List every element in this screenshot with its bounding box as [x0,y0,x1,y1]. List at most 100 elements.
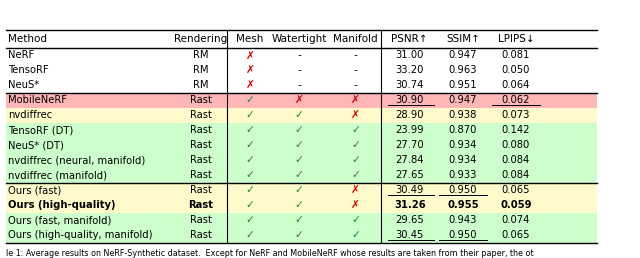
Text: ✓: ✓ [245,155,254,165]
Text: 0.050: 0.050 [502,65,530,75]
Text: Ours (high-quality, manifold): Ours (high-quality, manifold) [8,230,153,240]
Text: ✓: ✓ [245,185,254,195]
Text: SSIM↑: SSIM↑ [446,34,480,44]
Text: Manifold: Manifold [333,34,378,44]
Text: 0.080: 0.080 [502,140,530,150]
Text: nvdiffrec: nvdiffrec [8,110,52,120]
FancyBboxPatch shape [6,183,597,198]
Text: -: - [353,80,357,90]
Text: 0.059: 0.059 [500,200,532,210]
Text: NeuS*: NeuS* [8,80,40,90]
Text: ✗: ✗ [351,95,360,105]
Text: 27.84: 27.84 [396,155,424,165]
Text: 0.950: 0.950 [449,185,477,195]
Text: nvdiffrec (manifold): nvdiffrec (manifold) [8,170,108,180]
Text: ✓: ✓ [294,110,303,120]
Text: 0.950: 0.950 [449,230,477,240]
Text: ✓: ✓ [351,155,360,165]
Text: 0.870: 0.870 [449,125,477,135]
Text: 29.65: 29.65 [396,215,424,225]
Text: ✓: ✓ [245,230,254,240]
Text: ✓: ✓ [294,155,303,165]
Text: 23.99: 23.99 [396,125,424,135]
Text: Ours (fast, manifold): Ours (fast, manifold) [8,215,112,225]
FancyBboxPatch shape [6,93,597,108]
Text: ✓: ✓ [245,95,254,105]
Text: RM: RM [193,65,209,75]
Text: 31.26: 31.26 [394,200,426,210]
Text: TensoRF: TensoRF [8,65,49,75]
Text: -: - [297,80,301,90]
Text: MobileNeRF: MobileNeRF [8,95,67,105]
Text: Rast: Rast [189,155,212,165]
Text: 30.49: 30.49 [396,185,424,195]
Text: NeRF: NeRF [8,50,35,60]
FancyBboxPatch shape [6,153,597,168]
Text: ✓: ✓ [245,125,254,135]
Text: Watertight: Watertight [271,34,326,44]
Text: Rast: Rast [189,230,212,240]
Text: 0.084: 0.084 [502,155,530,165]
Text: RM: RM [193,80,209,90]
Text: ✓: ✓ [294,185,303,195]
FancyBboxPatch shape [6,198,597,213]
Text: 0.934: 0.934 [449,155,477,165]
FancyBboxPatch shape [6,168,597,183]
Text: ✓: ✓ [351,230,360,240]
Text: Rast: Rast [189,110,212,120]
Text: 0.933: 0.933 [449,170,477,180]
Text: NeuS* (DT): NeuS* (DT) [8,140,65,150]
FancyBboxPatch shape [6,108,597,123]
Text: 30.90: 30.90 [396,95,424,105]
Text: 0.084: 0.084 [502,170,530,180]
Text: 0.065: 0.065 [502,230,530,240]
Text: 33.20: 33.20 [396,65,424,75]
Text: 0.142: 0.142 [502,125,530,135]
Text: Rast: Rast [188,200,213,210]
Text: le 1: Average results on NeRF-Synthetic dataset.  Except for NeRF and MobileNeRF: le 1: Average results on NeRF-Synthetic … [6,249,534,258]
Text: 27.65: 27.65 [396,170,424,180]
Text: ✓: ✓ [245,140,254,150]
Text: 0.947: 0.947 [449,50,477,60]
Text: -: - [297,65,301,75]
Text: 0.073: 0.073 [502,110,530,120]
Text: ✓: ✓ [245,215,254,225]
Text: Ours (fast): Ours (fast) [8,185,61,195]
Text: Rendering: Rendering [174,34,227,44]
Text: 0.947: 0.947 [449,95,477,105]
Text: ✗: ✗ [294,95,303,105]
Text: 0.064: 0.064 [502,80,530,90]
Text: 0.963: 0.963 [449,65,477,75]
Text: Rast: Rast [189,185,212,195]
Text: ✓: ✓ [294,215,303,225]
Text: PSNR↑: PSNR↑ [392,34,428,44]
Text: ✓: ✓ [294,140,303,150]
Text: Rast: Rast [189,215,212,225]
Text: ✓: ✓ [294,170,303,180]
Text: ✓: ✓ [351,125,360,135]
Text: Rast: Rast [189,140,212,150]
Text: -: - [353,65,357,75]
Text: ✓: ✓ [351,170,360,180]
Text: 0.938: 0.938 [449,110,477,120]
Text: ✗: ✗ [245,80,254,90]
Text: ✗: ✗ [351,110,360,120]
Text: ✓: ✓ [245,170,254,180]
Text: ✗: ✗ [351,200,360,210]
Text: Rast: Rast [189,170,212,180]
Text: ✗: ✗ [245,65,254,75]
Text: 30.45: 30.45 [396,230,424,240]
Text: nvdiffrec (neural, manifold): nvdiffrec (neural, manifold) [8,155,146,165]
FancyBboxPatch shape [6,228,597,243]
Text: ✓: ✓ [351,215,360,225]
Text: 0.065: 0.065 [502,185,530,195]
Text: -: - [297,50,301,60]
Text: Rast: Rast [189,95,212,105]
Text: Ours (high-quality): Ours (high-quality) [8,200,116,210]
Text: Method: Method [8,34,47,44]
Text: RM: RM [193,50,209,60]
Text: ✓: ✓ [245,110,254,120]
Text: Rast: Rast [189,125,212,135]
Text: 0.955: 0.955 [447,200,479,210]
Text: 30.74: 30.74 [396,80,424,90]
